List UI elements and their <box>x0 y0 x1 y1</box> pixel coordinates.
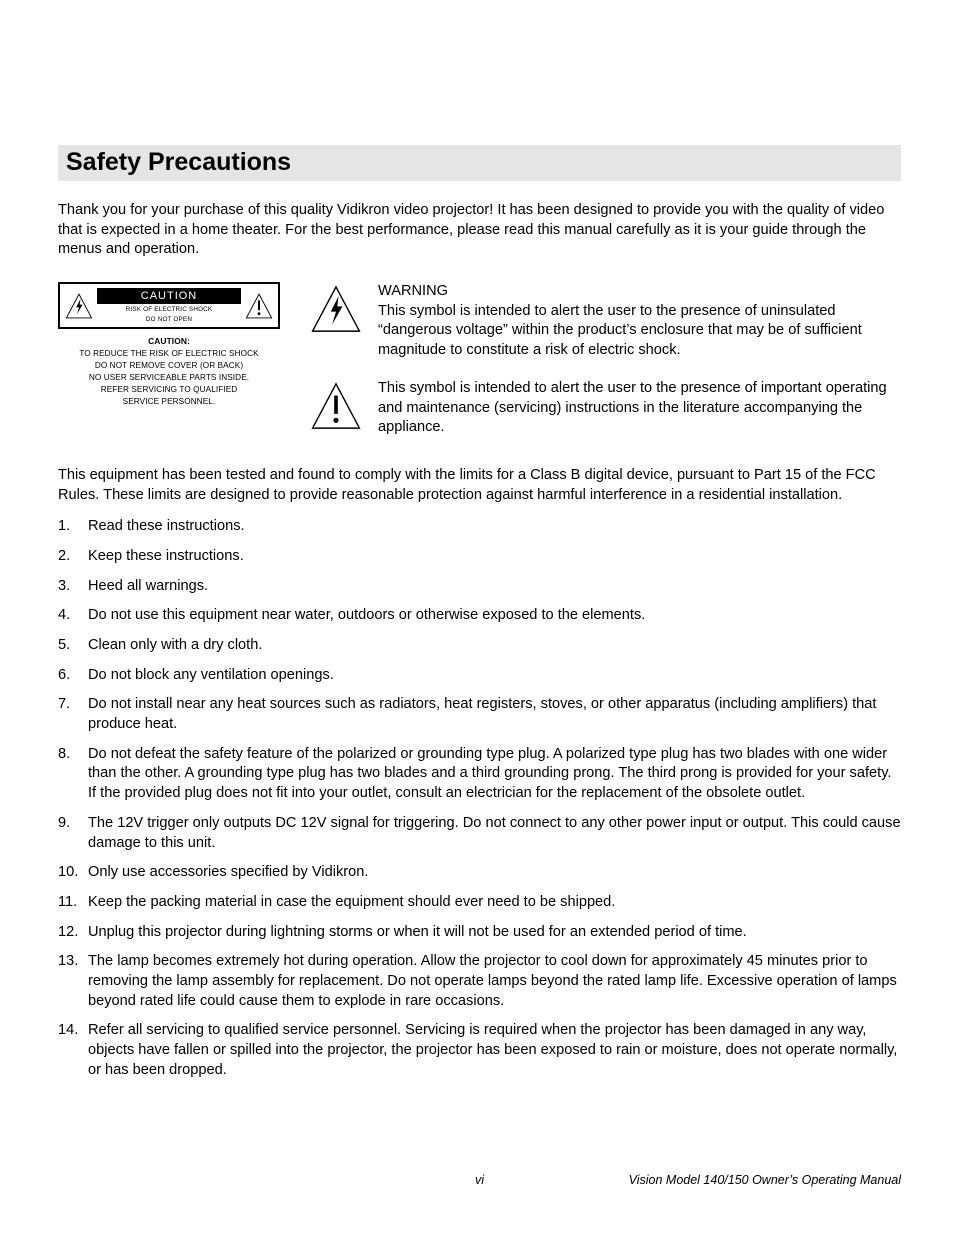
caution-bottom-l3: NO USER SERVICEABLE PARTS INSIDE. <box>62 372 276 384</box>
list-item: Do not install near any heat sources suc… <box>58 695 901 734</box>
caution-center: CAUTION RISK OF ELECTRIC SHOCK DO NOT OP… <box>97 288 241 323</box>
lightning-triangle-icon <box>310 282 362 336</box>
caution-bottom-heading: CAUTION: <box>62 335 276 347</box>
section-title: Safety Precautions <box>66 148 893 177</box>
manual-title: Vision Model 140/150 Owner’s Operating M… <box>629 1173 901 1187</box>
symbol2-text: This symbol is intended to alert the use… <box>378 379 901 438</box>
list-item: Keep the packing material in case the eq… <box>58 893 901 913</box>
list-item: Do not use this equipment near water, ou… <box>58 606 901 626</box>
symbol-row-1: WARNING This symbol is intended to alert… <box>310 282 901 361</box>
exclamation-triangle-icon <box>310 379 362 433</box>
list-item: Do not block any ventilation openings. <box>58 666 901 686</box>
caution-box-bottom: CAUTION: TO REDUCE THE RISK OF ELECTRIC … <box>58 329 280 412</box>
list-item: The lamp becomes extremely hot during op… <box>58 952 901 1011</box>
list-item: Keep these instructions. <box>58 547 901 567</box>
intro-paragraph: Thank you for your purchase of this qual… <box>58 201 901 260</box>
exclamation-triangle-icon <box>245 292 273 320</box>
symbol1-text: This symbol is intended to alert the use… <box>378 303 862 358</box>
instructions-list: Read these instructions. Keep these inst… <box>58 517 901 1080</box>
caution-box-top: CAUTION RISK OF ELECTRIC SHOCK DO NOT OP… <box>58 282 280 329</box>
warning-label: WARNING <box>378 282 901 302</box>
page-footer: vi Vision Model 140/150 Owner’s Operatin… <box>58 1173 901 1187</box>
caution-small2: DO NOT OPEN <box>97 314 241 324</box>
list-item: The 12V trigger only outputs DC 12V sign… <box>58 814 901 853</box>
caution-bottom-l5: SERVICE PERSONNEL. <box>62 396 276 408</box>
list-item: Unplug this projector during lightning s… <box>58 923 901 943</box>
list-item: Refer all servicing to qualified service… <box>58 1021 901 1080</box>
caution-word: CAUTION <box>97 288 241 304</box>
symbol1-text-block: WARNING This symbol is intended to alert… <box>378 282 901 361</box>
caution-small1: RISK OF ELECTRIC SHOCK <box>97 304 241 314</box>
list-item: Heed all warnings. <box>58 577 901 597</box>
caution-box: CAUTION RISK OF ELECTRIC SHOCK DO NOT OP… <box>58 282 280 438</box>
list-item: Only use accessories specified by Vidikr… <box>58 863 901 883</box>
symbol-explanations: WARNING This symbol is intended to alert… <box>310 282 901 438</box>
symbol-row-2: This symbol is intended to alert the use… <box>310 379 901 438</box>
caution-bottom-l4: REFER SERVICING TO QUALIFIED <box>62 384 276 396</box>
caution-bottom-l1: TO REDUCE THE RISK OF ELECTRIC SHOCK <box>62 348 276 360</box>
list-item: Read these instructions. <box>58 517 901 537</box>
list-item: Do not defeat the safety feature of the … <box>58 745 901 804</box>
section-title-bar: Safety Precautions <box>58 145 901 181</box>
page-number: vi <box>475 1173 484 1187</box>
lightning-triangle-icon <box>65 292 93 320</box>
fcc-paragraph: This equipment has been tested and found… <box>58 466 901 505</box>
caution-bottom-l2: DO NOT REMOVE COVER (OR BACK) <box>62 360 276 372</box>
list-item: Clean only with a dry cloth. <box>58 636 901 656</box>
warning-row: CAUTION RISK OF ELECTRIC SHOCK DO NOT OP… <box>58 282 901 438</box>
